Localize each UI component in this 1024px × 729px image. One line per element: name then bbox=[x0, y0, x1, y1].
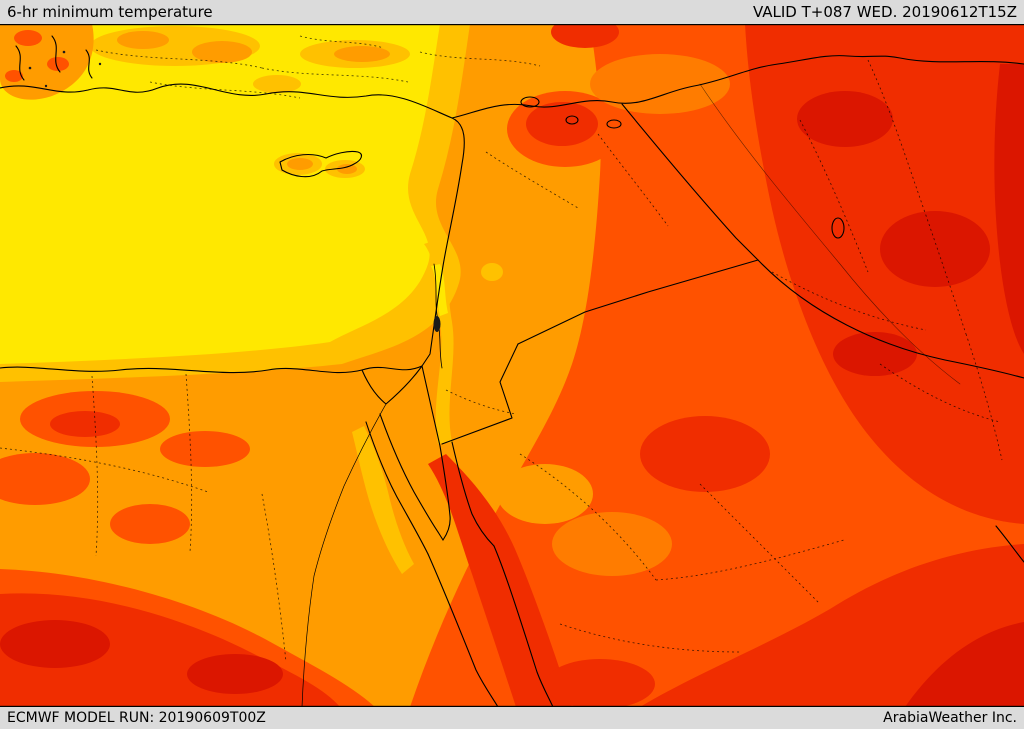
turkey-lake-3 bbox=[606, 119, 622, 129]
layer-corner-warm-spots bbox=[5, 30, 69, 82]
aegean-island-dot bbox=[44, 84, 48, 88]
layer-dark-orange bbox=[552, 54, 730, 576]
gulf-of-aqaba-west-coast bbox=[439, 445, 451, 541]
aegean-coast-squiggles bbox=[15, 35, 93, 81]
map-title: 6-hr minimum temperature bbox=[7, 3, 213, 21]
iraq-lake bbox=[831, 217, 845, 239]
admin-boundaries-dotted bbox=[0, 35, 1003, 663]
cyprus-outline bbox=[279, 150, 363, 178]
nile-river bbox=[301, 403, 387, 707]
gulf-of-suez-west-coast bbox=[365, 421, 429, 555]
model-run-label: ECMWF MODEL RUN: 20190609T00Z bbox=[7, 710, 266, 726]
gulf-of-suez-east-coast bbox=[379, 413, 439, 533]
temperature-map bbox=[0, 24, 1024, 707]
nile-delta-outline bbox=[361, 365, 423, 405]
aegean-island-dot bbox=[28, 66, 32, 70]
gulf-of-aqaba-east-coast bbox=[451, 441, 495, 547]
turkey-lake-2 bbox=[565, 115, 579, 125]
red-sea-east-coast bbox=[493, 545, 554, 707]
small-map-marks bbox=[28, 50, 441, 332]
layer-yellow bbox=[0, 24, 440, 364]
coastlines-and-borders bbox=[0, 35, 1024, 707]
aegean-island-dot bbox=[98, 62, 102, 66]
jordan-saudi-border bbox=[441, 343, 519, 445]
turkey-lake-1 bbox=[520, 96, 540, 108]
layer-deep-red bbox=[0, 64, 1024, 707]
aegean-island-dot bbox=[62, 50, 66, 54]
mediterranean-coastline bbox=[0, 83, 465, 374]
euphrates-river bbox=[699, 83, 961, 385]
temperature-map-svg bbox=[0, 24, 1024, 707]
syria-iraq-border bbox=[621, 103, 759, 261]
jordan-east-border bbox=[517, 259, 759, 345]
branding-label: ArabiaWeather Inc. bbox=[883, 710, 1017, 726]
red-sea-west-coast bbox=[427, 553, 499, 707]
map-header-bar: 6-hr minimum temperature VALID T+087 WED… bbox=[0, 0, 1024, 24]
map-footer-bar: ECMWF MODEL RUN: 20190609T00Z ArabiaWeat… bbox=[0, 707, 1024, 729]
valid-time-label: VALID T+087 WED. 20190612T15Z bbox=[752, 3, 1017, 21]
sinai-tip bbox=[437, 531, 444, 541]
persian-gulf-coast bbox=[995, 525, 1024, 563]
dead-sea bbox=[433, 316, 441, 332]
israel-egypt-border bbox=[421, 365, 441, 447]
map-frame-lines bbox=[0, 24, 1024, 707]
turkey-syria-border bbox=[451, 55, 1024, 119]
